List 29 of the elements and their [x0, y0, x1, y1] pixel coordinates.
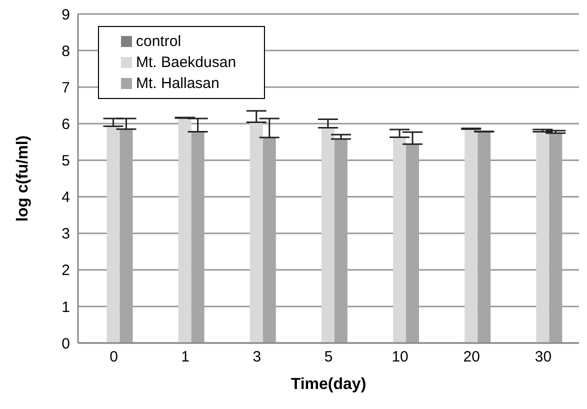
y-tick-label: 9: [62, 6, 70, 24]
bar: [536, 132, 550, 343]
bar: [321, 128, 334, 343]
bar: [106, 126, 120, 343]
bar: [250, 122, 263, 343]
x-tick-label: 0: [110, 348, 118, 366]
x-tick-label: 10: [392, 348, 408, 366]
bar: [178, 118, 192, 343]
y-tick-label: 3: [62, 226, 70, 243]
x-tick-label: 30: [534, 348, 552, 366]
y-axis-title: log c(fu/ml): [14, 135, 32, 222]
legend-label: control: [136, 33, 182, 50]
y-tick-label: 6: [62, 116, 70, 133]
y-tick-label: 5: [62, 152, 70, 170]
legend-label: Mt. Baekdusan: [136, 54, 236, 71]
x-tick-label: 20: [463, 348, 480, 366]
x-tick-label: 1: [181, 348, 190, 366]
y-tick-label: 0: [62, 335, 70, 352]
y-tick-label: 2: [62, 262, 70, 280]
y-tick-label: 1: [62, 298, 70, 316]
y-tick-label: 7: [62, 79, 70, 96]
bar: [393, 137, 406, 343]
bar: [464, 129, 478, 343]
y-tick-label: 8: [62, 42, 70, 60]
y-tick-label: 4: [62, 189, 70, 206]
x-axis-title: Time(day): [290, 376, 366, 393]
x-tick-label: 5: [324, 348, 333, 366]
x-tick-label: 3: [252, 348, 262, 366]
legend-label: Mt. Hallasan: [136, 75, 220, 92]
